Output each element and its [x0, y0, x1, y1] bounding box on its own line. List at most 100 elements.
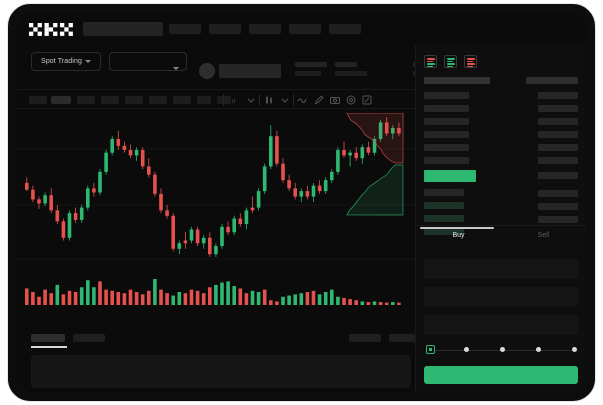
orderbook-row[interactable]	[424, 131, 469, 138]
orderbook-row[interactable]	[424, 157, 469, 164]
orderbook-rows[interactable]	[416, 77, 586, 235]
nav-item-3[interactable]	[249, 24, 281, 34]
amount-percent-slider[interactable]	[426, 345, 577, 355]
orderbook-row[interactable]	[538, 105, 578, 112]
orderbook-view-modes	[424, 55, 477, 68]
timeframe-8[interactable]	[197, 96, 211, 104]
tab-buy[interactable]: Buy	[452, 232, 465, 239]
bottom-tab-4[interactable]	[389, 334, 421, 342]
order-price-field[interactable]	[424, 287, 578, 307]
orderbook-row[interactable]	[424, 202, 464, 209]
device-bezel: Spot Trading	[8, 4, 595, 401]
market-stat-2	[335, 62, 367, 76]
orderbook-last-price	[424, 170, 476, 182]
toolbar-divider	[259, 94, 260, 106]
timeframe-1[interactable]	[29, 96, 47, 104]
timeframe-6[interactable]	[149, 96, 167, 104]
settings-icon[interactable]	[345, 94, 357, 106]
orderbook-sidebar: Buy Sell	[415, 45, 586, 392]
depth-overlay	[346, 109, 404, 216]
svg-text:ıl: ıl	[232, 99, 235, 105]
market-stat-1	[295, 62, 327, 76]
orderbook-row[interactable]	[424, 144, 469, 151]
orderbook-row[interactable]	[538, 190, 578, 197]
slider-node-25[interactable]	[464, 346, 469, 352]
market-stat-value	[295, 71, 321, 76]
timeframe-9[interactable]	[217, 96, 231, 104]
orderbook-mode-bids[interactable]	[444, 55, 457, 68]
orderbook-row[interactable]	[538, 203, 578, 210]
toolbar-divider	[293, 94, 294, 106]
orderbook-row[interactable]	[424, 215, 464, 222]
orderbook-row[interactable]	[538, 118, 578, 125]
indicators-icon[interactable]: ıl	[231, 94, 243, 106]
chart-gridlines	[17, 148, 415, 260]
candlestick-chart[interactable]	[17, 109, 415, 330]
order-type-field[interactable]	[424, 259, 578, 279]
orderbook-row[interactable]	[538, 131, 578, 138]
camera-icon[interactable]	[329, 94, 341, 106]
chart-candles	[25, 117, 401, 257]
timeframe-2[interactable]	[51, 96, 71, 104]
top-navigation-bar	[17, 13, 586, 45]
timeframe-7[interactable]	[173, 96, 191, 104]
market-stat-label	[335, 62, 357, 67]
bottom-tab-2[interactable]	[73, 334, 105, 342]
orderbook-mode-mixed[interactable]	[424, 55, 437, 68]
chevron-down-icon[interactable]	[245, 94, 257, 106]
orderbook-row[interactable]	[424, 118, 469, 125]
chart-canvas	[17, 109, 415, 305]
chart-type-icon[interactable]	[263, 94, 275, 106]
bottom-tab-3[interactable]	[349, 334, 381, 342]
timeframe-4[interactable]	[101, 96, 119, 104]
nav-item-4[interactable]	[289, 24, 321, 34]
orderbook-row[interactable]	[424, 105, 469, 112]
chevron-down-icon	[84, 60, 91, 63]
trade-tab-active-indicator	[420, 227, 494, 229]
slider-handle[interactable]	[426, 345, 435, 354]
bottom-tab-strip	[17, 330, 421, 348]
chevron-down-icon[interactable]	[279, 94, 291, 106]
spot-trading-selector[interactable]: Spot Trading	[31, 52, 101, 71]
nav-item-2[interactable]	[209, 24, 241, 34]
submit-buy-button[interactable]	[424, 366, 578, 384]
pair-avatar	[199, 63, 215, 79]
pencil-icon[interactable]	[313, 94, 325, 106]
orderbook-row[interactable]	[424, 189, 464, 196]
order-amount-field[interactable]	[424, 315, 578, 335]
orderbook-row[interactable]	[424, 228, 464, 235]
slider-node-75[interactable]	[536, 346, 541, 352]
orderbook-mode-asks[interactable]	[464, 55, 477, 68]
orderbook-row[interactable]	[538, 172, 578, 179]
market-stat-value	[335, 71, 367, 76]
orderbook-row[interactable]	[538, 157, 578, 164]
trade-tabs: Buy Sell	[416, 225, 586, 249]
nav-item-1[interactable]	[169, 24, 201, 34]
device-screen: Spot Trading	[17, 13, 586, 392]
orderbook-row[interactable]	[424, 92, 469, 99]
slider-node-100[interactable]	[572, 346, 577, 352]
okx-logo[interactable]	[29, 23, 73, 36]
market-stat-label	[295, 62, 327, 67]
orderbook-row[interactable]	[538, 92, 578, 99]
timeframe-3[interactable]	[77, 96, 95, 104]
slider-node-50[interactable]	[500, 346, 505, 352]
timeframe-5[interactable]	[125, 96, 143, 104]
chart-volume-bars	[25, 279, 401, 305]
chevron-down-icon	[173, 67, 179, 70]
orders-panel-right[interactable]	[241, 355, 411, 388]
search-input[interactable]	[83, 22, 163, 36]
bottom-tab-1[interactable]	[31, 334, 65, 342]
trading-pair-selector[interactable]	[109, 52, 187, 71]
wave-icon[interactable]	[297, 94, 309, 106]
market-subheader: Spot Trading	[17, 45, 586, 80]
tab-sell[interactable]: Sell	[537, 232, 550, 239]
fullscreen-icon[interactable]	[361, 94, 373, 106]
orderbook-row[interactable]	[538, 144, 578, 151]
ticker-price	[219, 64, 281, 78]
spot-trading-label: Spot Trading	[41, 58, 82, 65]
nav-item-5[interactable]	[329, 24, 361, 34]
bottom-tab-active-indicator	[31, 346, 67, 348]
orderbook-row[interactable]	[538, 216, 578, 223]
